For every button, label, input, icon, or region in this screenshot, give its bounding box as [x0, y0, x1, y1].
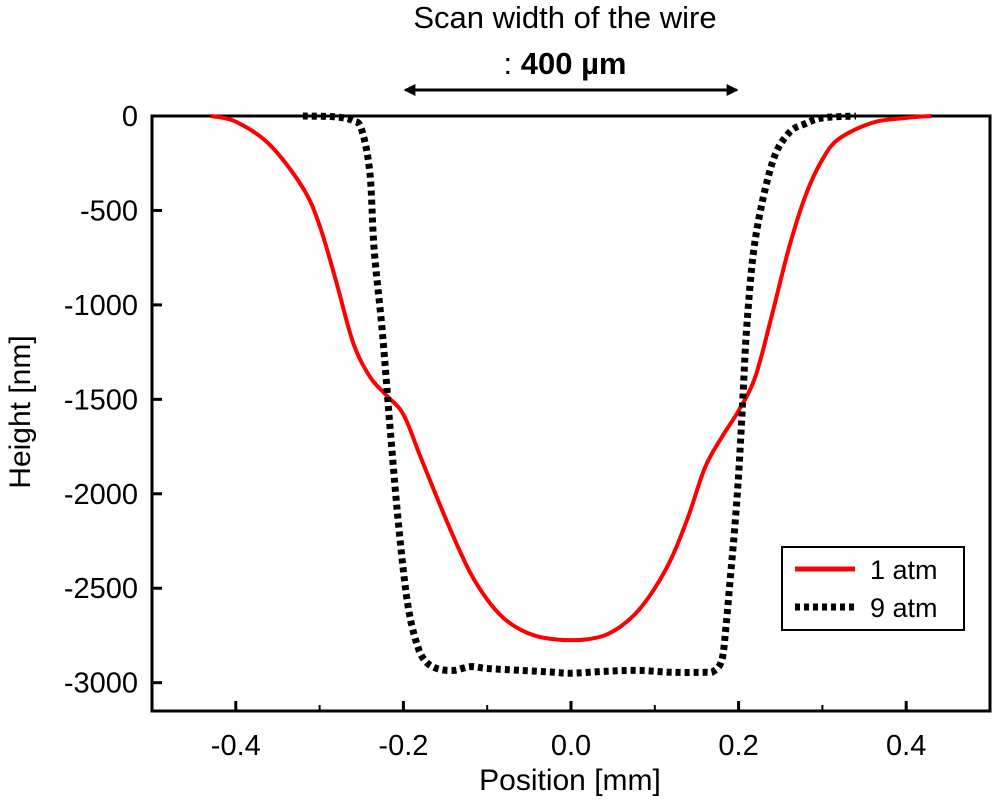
y-axis: 0 -500 -1000 -1500 -2000 -2500 -3000	[64, 101, 162, 700]
x-axis-label: Position [mm]	[479, 764, 661, 797]
x-tick-label: -0.2	[378, 730, 428, 762]
series-layer	[210, 112, 932, 677]
series-line-1-atm	[210, 114, 932, 643]
y-tick-label: -1000	[64, 290, 138, 322]
legend-box	[781, 546, 965, 631]
x-axis: -0.4 -0.2 0.0 0.2 0.4	[151, 701, 991, 762]
width-annotation-value: 400 µm	[521, 46, 627, 81]
width-annotation: : 400 µm	[504, 46, 627, 81]
chart-title: Scan width of the wire	[413, 0, 716, 35]
y-tick-label: -3000	[64, 668, 138, 700]
x-tick-label: 0.2	[718, 730, 758, 762]
y-tick-label: -500	[80, 195, 138, 227]
legend-label-1-atm: 1 atm	[870, 555, 938, 585]
x-tick-label: 0.4	[886, 730, 926, 762]
legend-label-9-atm: 9 atm	[870, 593, 938, 623]
y-tick-label: -2000	[64, 479, 138, 511]
width-annotation-prefix: :	[504, 46, 521, 81]
y-tick-label: 0	[122, 101, 138, 133]
y-axis-label: Height [nm]	[4, 335, 37, 488]
series-line-9-atm	[302, 112, 857, 677]
x-tick-label: 0.0	[551, 730, 591, 762]
legend: 1 atm 9 atm	[781, 546, 965, 631]
y-tick-label: -1500	[64, 384, 138, 416]
x-tick-label: -0.4	[211, 730, 261, 762]
y-tick-label: -2500	[64, 573, 138, 605]
